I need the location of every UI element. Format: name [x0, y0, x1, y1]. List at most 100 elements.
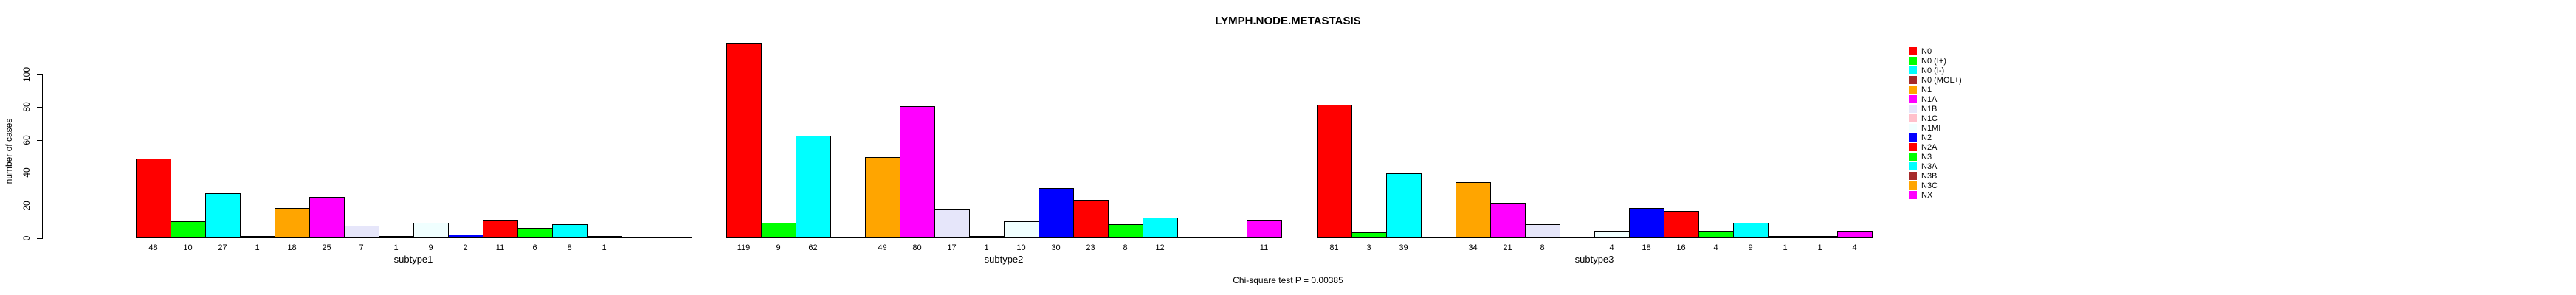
legend-item: N2	[1909, 133, 1932, 142]
bar-value-label: 81	[1329, 243, 1339, 252]
bar	[1073, 200, 1109, 238]
bar-value-label: 27	[218, 243, 227, 252]
bar	[483, 220, 518, 238]
chart-title: LYMPH.NODE.METASTASIS	[1215, 15, 1361, 27]
bar-value-label: 4	[1852, 243, 1857, 252]
bar-value-label: 11	[1259, 243, 1269, 252]
bar-value-label: 80	[912, 243, 922, 252]
bar-value-label: 6	[532, 243, 537, 252]
legend-color-swatch	[1909, 124, 1917, 132]
legend-label: NX	[1921, 190, 1933, 200]
legend-label: N0 (MOL+)	[1921, 75, 1962, 85]
legend-item: N3B	[1909, 171, 1937, 181]
bar-zero-line	[621, 237, 657, 238]
legend-color-swatch	[1909, 133, 1917, 142]
bar	[171, 221, 206, 238]
legend-color-swatch	[1909, 191, 1917, 199]
legend-color-swatch	[1909, 76, 1917, 84]
bar-value-label: 10	[183, 243, 193, 252]
bar-value-label: 39	[1399, 243, 1408, 252]
bar	[1525, 224, 1560, 238]
y-tick-mark	[37, 238, 43, 239]
bar-value-label: 8	[1123, 243, 1128, 252]
legend-item: N1	[1909, 85, 1932, 94]
bar-value-label: 21	[1503, 243, 1512, 252]
bar-value-label: 8	[1540, 243, 1545, 252]
legend-label: N0 (I-)	[1921, 66, 1945, 75]
bar-value-label: 9	[1748, 243, 1753, 252]
legend-label: N3C	[1921, 181, 1938, 190]
legend-color-swatch	[1909, 86, 1917, 94]
bar	[1143, 218, 1178, 238]
bar-zero-line	[656, 237, 692, 238]
legend-item: N0 (I+)	[1909, 56, 1946, 66]
bar	[275, 208, 310, 238]
bar-value-label: 7	[359, 243, 364, 252]
legend-color-swatch	[1909, 143, 1917, 151]
x-group-label: subtype1	[393, 254, 433, 265]
bar	[969, 236, 1005, 238]
legend-item: N3C	[1909, 181, 1938, 190]
legend-color-swatch	[1909, 66, 1917, 74]
legend-color-swatch	[1909, 105, 1917, 113]
y-tick-mark	[37, 74, 43, 75]
y-axis-line	[42, 74, 43, 239]
bar	[1108, 224, 1143, 238]
bar-value-label: 1	[255, 243, 260, 252]
legend-color-swatch	[1909, 172, 1917, 180]
bar-value-label: 9	[428, 243, 433, 252]
bar-value-label: 34	[1468, 243, 1478, 252]
bar-value-label: 9	[776, 243, 781, 252]
bar-value-label: 18	[1642, 243, 1651, 252]
legend-color-swatch	[1909, 47, 1917, 55]
bar	[1837, 231, 1873, 238]
bar	[1490, 203, 1526, 238]
bar-zero-line	[1560, 237, 1595, 238]
bar	[1004, 221, 1039, 238]
bar-value-label: 16	[1676, 243, 1686, 252]
bar	[240, 236, 275, 238]
bar	[1733, 223, 1769, 238]
y-tick-label: 100	[21, 66, 32, 83]
bar	[1802, 236, 1838, 238]
bar	[344, 226, 379, 238]
legend-label: N1MI	[1921, 123, 1941, 133]
bar-value-label: 48	[148, 243, 158, 252]
legend-item: N3A	[1909, 162, 1937, 171]
legend-label: N3	[1921, 152, 1932, 162]
bar-value-label: 10	[1016, 243, 1026, 252]
y-tick-label: 60	[21, 135, 32, 145]
legend-label: N3B	[1921, 171, 1938, 181]
bar-value-label: 18	[287, 243, 297, 252]
legend-item: N1B	[1909, 104, 1937, 114]
bar	[1317, 105, 1352, 238]
bar-value-label: 17	[947, 243, 957, 252]
bar	[761, 223, 796, 238]
bar	[136, 159, 171, 238]
bar	[1768, 236, 1803, 238]
bar-zero-line	[830, 237, 866, 238]
legend-item: N1C	[1909, 114, 1938, 123]
legend-item: N0 (I-)	[1909, 66, 1944, 75]
legend-label: N1B	[1921, 104, 1938, 114]
bar-value-label: 119	[737, 243, 751, 252]
bar-value-label: 1	[984, 243, 989, 252]
bar-value-label: 1	[602, 243, 607, 252]
legend-item: N1A	[1909, 94, 1937, 104]
y-axis-label: number of cases	[4, 118, 14, 184]
legend-label: N0 (I+)	[1921, 56, 1946, 66]
bar	[413, 223, 449, 238]
legend-color-swatch	[1909, 57, 1917, 65]
y-tick-label: 80	[21, 102, 32, 112]
legend-label: N2	[1921, 133, 1932, 142]
y-tick-mark	[37, 107, 43, 108]
legend-label: N3A	[1921, 162, 1938, 171]
bar	[900, 106, 935, 238]
bar-value-label: 1	[393, 243, 399, 252]
bar	[552, 224, 588, 238]
bar-value-label: 62	[808, 243, 818, 252]
legend-label: N2A	[1921, 142, 1938, 152]
bar	[934, 209, 970, 238]
legend-label: N1C	[1921, 114, 1938, 123]
legend-color-swatch	[1909, 153, 1917, 161]
